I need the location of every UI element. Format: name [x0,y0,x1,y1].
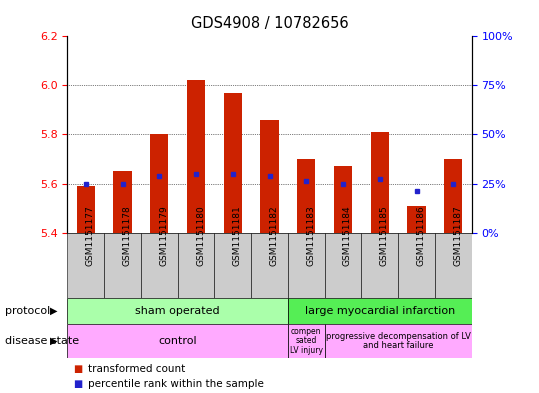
Bar [398,233,435,298]
Bar [187,81,205,233]
Bar [67,324,288,358]
Bar [224,93,242,233]
Bar [371,132,389,233]
Bar [361,233,398,298]
Text: GSM1151179: GSM1151179 [159,206,168,266]
Text: GSM1151186: GSM1151186 [417,206,425,266]
Bar [215,233,251,298]
Text: GSM1151182: GSM1151182 [270,206,279,266]
Bar [67,298,288,324]
Bar [178,233,215,298]
Bar [407,206,426,233]
Text: transformed count: transformed count [88,364,185,374]
Text: protocol: protocol [5,306,51,316]
Text: percentile rank within the sample: percentile rank within the sample [88,379,264,389]
Text: GSM1151183: GSM1151183 [306,206,315,266]
Text: large myocardial infarction: large myocardial infarction [305,306,455,316]
Bar [288,233,324,298]
Text: GSM1151180: GSM1151180 [196,206,205,266]
Text: ■: ■ [73,379,82,389]
Text: GSM1151177: GSM1151177 [86,206,95,266]
Text: GDS4908 / 10782656: GDS4908 / 10782656 [191,16,348,31]
Text: GSM1151184: GSM1151184 [343,206,352,266]
Bar [77,186,95,233]
Text: GSM1151178: GSM1151178 [122,206,132,266]
Bar [324,324,472,358]
Bar [288,298,472,324]
Bar [104,233,141,298]
Bar [150,134,168,233]
Bar [251,233,288,298]
Text: GSM1151185: GSM1151185 [380,206,389,266]
Bar [260,120,279,233]
Bar [435,233,472,298]
Bar [113,171,132,233]
Bar [334,166,352,233]
Text: ■: ■ [73,364,82,374]
Bar [444,159,462,233]
Text: GSM1151181: GSM1151181 [233,206,242,266]
Bar [141,233,178,298]
Text: compen
sated
LV injury: compen sated LV injury [290,327,323,355]
Text: ▶: ▶ [50,306,58,316]
Bar [288,324,324,358]
Text: disease state: disease state [5,336,80,346]
Bar [67,233,104,298]
Text: sham operated: sham operated [135,306,220,316]
Text: ▶: ▶ [50,336,58,346]
Text: progressive decompensation of LV
and heart failure: progressive decompensation of LV and hea… [326,332,471,350]
Bar [324,233,361,298]
Text: control: control [158,336,197,346]
Text: GSM1151187: GSM1151187 [453,206,462,266]
Bar [297,159,315,233]
